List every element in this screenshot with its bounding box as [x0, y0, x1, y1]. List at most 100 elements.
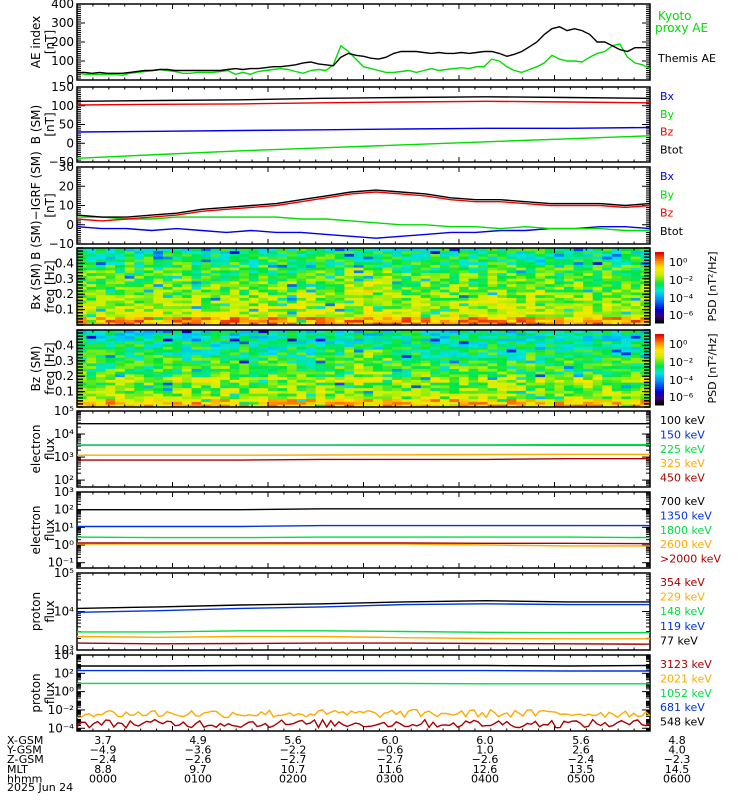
spectrogram-cell [592, 374, 603, 378]
spectrogram-cell [258, 294, 269, 298]
spectrogram-cell [325, 338, 336, 342]
spectrogram-cell [420, 393, 431, 397]
spectrogram-cell [373, 349, 383, 353]
spectrogram-cell [554, 396, 565, 400]
spectrogram-cell [344, 404, 355, 408]
spectrogram-cell [306, 292, 317, 296]
spectrogram-cell [506, 264, 517, 268]
spectrogram-cell [124, 368, 135, 372]
y-axis-label: B (SM)−IGRF (SM) [29, 151, 43, 260]
spectrogram-cell [296, 365, 307, 369]
colorbar-segment [655, 346, 664, 349]
spectrogram-cell [315, 275, 326, 279]
spectrogram-cell [325, 368, 336, 372]
spectrogram-cell [86, 311, 97, 315]
spectrogram-cell [449, 354, 460, 358]
spectrogram-cell [411, 308, 422, 312]
spectrogram-cell [134, 349, 145, 353]
spectrogram-cell [382, 349, 393, 353]
spectrogram-cell [401, 270, 412, 274]
spectrogram-cell [153, 341, 164, 345]
spectrogram-cell [420, 379, 431, 383]
spectrogram-cell [506, 322, 517, 326]
spectrogram-cell [544, 316, 555, 320]
spectrogram-cell [306, 272, 317, 276]
spectrogram-cell [478, 385, 489, 389]
spectrogram-cell [621, 314, 632, 318]
spectrogram-cell [449, 261, 460, 265]
spectrogram-cell [630, 379, 641, 383]
spectrogram-cell [535, 256, 546, 260]
spectrogram-cell [77, 294, 87, 298]
spectrogram-cell [353, 354, 364, 358]
spectrogram-cell [210, 352, 221, 356]
spectrogram-cell [306, 278, 317, 282]
spectrogram-cell [105, 332, 116, 336]
y-tick-label: 10³ [54, 450, 74, 464]
spectrogram-cell [468, 297, 479, 301]
spectrogram-cell [602, 283, 613, 287]
spectrogram-cell [564, 374, 574, 378]
spectrogram-cell [258, 283, 269, 287]
spectrogram-cell [334, 363, 345, 367]
spectrogram-cell [296, 349, 307, 353]
spectrogram-cell [439, 250, 450, 254]
spectrogram-cell [468, 316, 479, 320]
spectrogram-cell [134, 272, 145, 276]
spectrogram-cell [602, 401, 613, 405]
spectrogram-cell [392, 250, 403, 254]
spectrogram-cell [401, 368, 412, 372]
spectrogram-cell [411, 357, 422, 361]
spectrogram-cell [334, 314, 345, 318]
spectrogram-cell [611, 349, 622, 353]
spectrogram-cell [143, 248, 154, 252]
spectrogram-cell [96, 281, 107, 285]
spectrogram-cell [296, 286, 307, 290]
spectrogram-cell [487, 314, 498, 318]
spectrogram-cell [392, 390, 403, 394]
spectrogram-cell [306, 332, 317, 336]
spectrogram-cell [353, 385, 364, 389]
spectrogram-cell [564, 316, 574, 320]
spectrogram-cell [258, 352, 269, 356]
spectrogram-cell [544, 322, 555, 326]
spectrogram-cell [268, 396, 278, 400]
spectrogram-cell [306, 335, 317, 339]
spectrogram-cell [220, 267, 231, 271]
spectrogram-cell [134, 390, 145, 394]
spectrogram-cell [478, 354, 489, 358]
spectrogram-cell [621, 352, 632, 356]
spectrogram-cell [430, 401, 441, 405]
spectrogram-cell [239, 360, 250, 364]
spectrogram-cell [382, 393, 393, 397]
spectrogram-cell [96, 261, 107, 265]
spectrogram-cell [306, 365, 317, 369]
spectrogram-cell [564, 385, 574, 389]
spectrogram-cell [134, 278, 145, 282]
spectrogram-cell [162, 330, 173, 334]
spectrogram-cell [430, 363, 441, 367]
spectrogram-cell [229, 382, 240, 386]
spectrogram-cell [525, 360, 536, 364]
spectrogram-cell [353, 332, 364, 336]
spectrogram-cell [306, 270, 317, 274]
spectrogram-cell [497, 338, 508, 342]
spectrogram-cell [535, 259, 546, 263]
spectrogram-cell [248, 308, 259, 312]
spectrogram-cell [430, 308, 441, 312]
spectrogram-cell [506, 368, 517, 372]
spectrogram-cell [478, 289, 489, 293]
spectrogram-cell [487, 357, 498, 361]
spectrogram-cell [430, 250, 441, 254]
spectrogram-cell [172, 256, 183, 260]
spectrogram-cell [573, 393, 584, 397]
spectrogram-cell [564, 335, 574, 339]
spectrogram-cell [143, 365, 154, 369]
spectrogram-cell [353, 283, 364, 287]
spectrogram-cell [525, 379, 536, 383]
spectrogram-cell [353, 292, 364, 296]
y-tick-label: 0.3 [55, 354, 74, 368]
spectrogram-cell [201, 382, 212, 386]
spectrogram-cell [239, 341, 250, 345]
